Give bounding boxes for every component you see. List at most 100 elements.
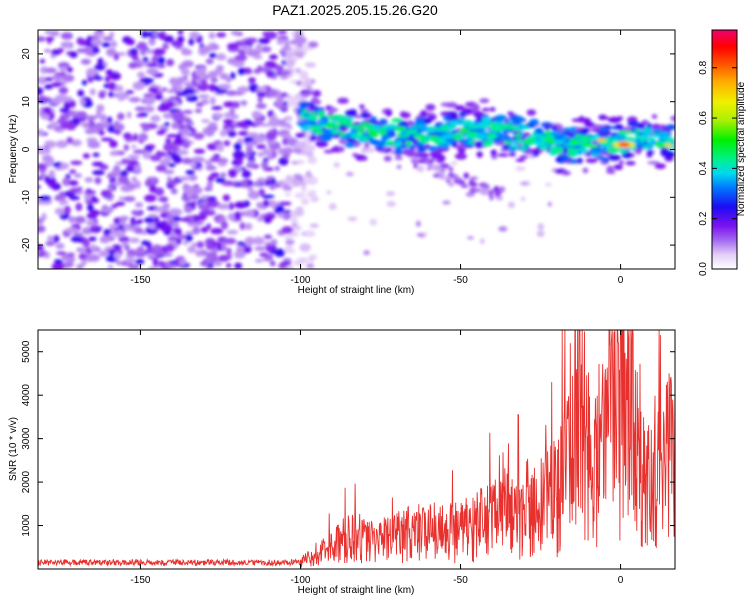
heatmap-cell (232, 150, 245, 159)
heatmap-cell (450, 161, 458, 166)
heatmap-cell (57, 62, 70, 69)
heatmap-cell (248, 77, 256, 84)
heatmap-cell (198, 213, 207, 221)
heatmap-cell (132, 133, 138, 142)
heatmap-cell (627, 120, 640, 127)
heatmap-cell (165, 134, 179, 138)
heatmap-cell (90, 244, 97, 252)
heatmap-cell (367, 147, 375, 153)
heatmap-cell (38, 252, 46, 257)
heatmap-cell (107, 81, 117, 91)
heatmap-cell (469, 187, 478, 194)
heatmap-cell (385, 123, 398, 129)
heatmap-cell (309, 223, 319, 228)
heatmap-cell (58, 66, 69, 72)
heatmap-cell (224, 237, 237, 245)
heatmap-cell (331, 128, 338, 135)
heatmap-cell (171, 122, 180, 130)
heatmap-cell (91, 161, 104, 167)
heatmap-cell (86, 35, 93, 45)
heatmap-cell (344, 123, 355, 127)
heatmap-cell (154, 216, 160, 224)
heatmap-cell (641, 144, 653, 149)
heatmap-cell (431, 164, 440, 171)
heatmap-cell (59, 71, 67, 77)
heatmap-cell (214, 260, 223, 267)
heatmap-cell (385, 109, 393, 117)
heatmap-cell (642, 136, 654, 141)
heatmap-cell (301, 125, 311, 131)
heatmap-cell (460, 184, 469, 188)
heatmap-cell (237, 86, 250, 93)
heatmap-cell (516, 138, 523, 143)
heatmap-cell (148, 37, 156, 46)
heatmap-cell (369, 138, 379, 145)
heatmap-cell (61, 164, 68, 170)
heatmap-cell (141, 78, 155, 84)
heatmap-cell (159, 196, 169, 203)
bottom-y-ticks: 1000 2000 3000 4000 5000 (21, 340, 675, 537)
heatmap-cell (281, 226, 294, 234)
heatmap-cells (38, 30, 675, 269)
heatmap-cell (218, 254, 230, 262)
heatmap-cell (396, 164, 402, 170)
heatmap-cell (65, 122, 77, 131)
heatmap-cell (184, 118, 193, 124)
heatmap-cell (47, 179, 56, 188)
heatmap-cell (44, 140, 54, 147)
heatmap-cell (76, 48, 86, 54)
heatmap-cell (142, 57, 149, 62)
heatmap-cell (167, 179, 179, 186)
heatmap-cell (535, 140, 546, 147)
heatmap-cell (400, 131, 408, 136)
heatmap-cell (597, 156, 610, 161)
heatmap-cell (507, 201, 515, 209)
heatmap-cell (260, 161, 269, 169)
top-y-tick-label: -10 (21, 190, 32, 205)
heatmap-cell (580, 148, 590, 154)
heatmap-cell (200, 79, 208, 85)
heatmap-cell (113, 252, 122, 260)
heatmap-cell (427, 145, 439, 152)
heatmap-cell (244, 222, 253, 231)
heatmap-cell (163, 35, 174, 43)
heatmap-cell (80, 58, 92, 65)
heatmap-cell (536, 230, 545, 237)
heatmap-cell (227, 130, 237, 138)
heatmap-cell (118, 236, 130, 243)
heatmap-cell (568, 158, 579, 164)
heatmap-cell (205, 255, 213, 264)
heatmap-cell (135, 252, 146, 258)
heatmap-cell (416, 232, 425, 237)
top-x-tick-label: -50 (453, 275, 468, 286)
heatmap-cell (220, 221, 229, 230)
heatmap-cell (56, 251, 67, 256)
heatmap-cell (285, 239, 295, 245)
heatmap-cell (425, 103, 436, 111)
heatmap-cell (540, 136, 547, 141)
heatmap-cell (164, 154, 171, 161)
heatmap-cell (109, 152, 119, 156)
heatmap-cell (381, 124, 388, 131)
heatmap-cell (234, 211, 241, 220)
heatmap-cell (545, 182, 552, 187)
heatmap-cell (174, 257, 180, 267)
snr-series-line (38, 330, 675, 568)
heatmap-cell (256, 216, 264, 222)
heatmap-cell (99, 113, 107, 123)
heatmap-cell (651, 114, 658, 119)
heatmap-cell (285, 59, 295, 68)
heatmap-cell (176, 76, 184, 85)
heatmap-cell (192, 226, 201, 235)
heatmap-cell (445, 102, 458, 108)
heatmap-cell (111, 181, 123, 186)
heatmap-cell (613, 164, 624, 170)
heatmap-cell (634, 138, 642, 146)
heatmap-cell (253, 55, 263, 60)
bottom-x-tick-label: -150 (130, 575, 150, 586)
heatmap-cell (338, 146, 345, 153)
heatmap-cell (117, 112, 125, 121)
heatmap-cell (134, 164, 141, 174)
heatmap-cell (219, 129, 227, 137)
heatmap-cell (63, 205, 71, 215)
